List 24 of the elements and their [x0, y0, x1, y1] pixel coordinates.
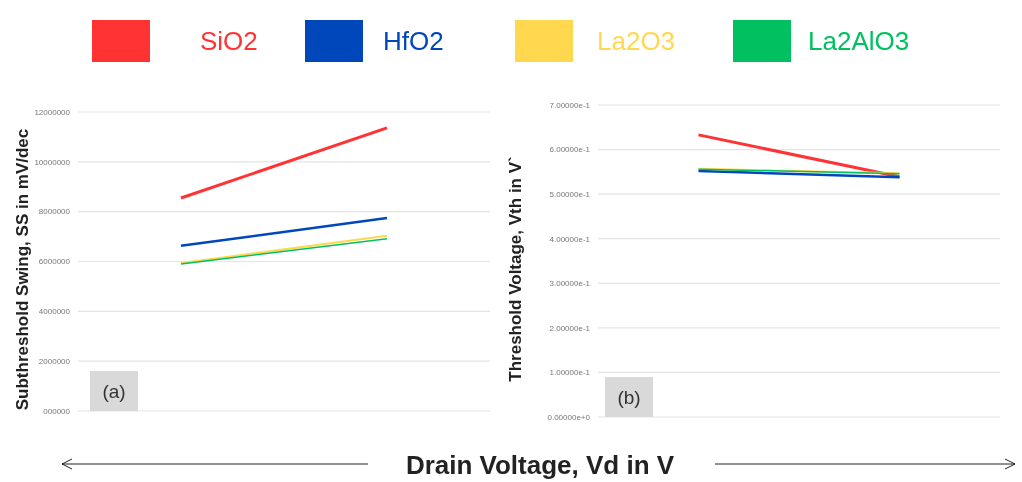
y-tick-label: 4000000 — [38, 307, 71, 317]
y-tick-label: 1.00000e-1 — [549, 368, 591, 378]
y-tick-label: 4.00000e-1 — [549, 234, 591, 244]
y-tick-label: 000000 — [43, 406, 71, 416]
annotation: (b) — [617, 386, 641, 408]
y-tick-label: 6.00000e-1 — [549, 145, 591, 155]
y-tick-label: 6000000 — [38, 257, 71, 267]
y-tick-label: 12000000 — [34, 107, 71, 117]
y-tick-label: 8000000 — [38, 207, 71, 217]
legend-label: SiO2 — [200, 26, 258, 57]
y-axis-title: Threshold Voltage, Vth in V` — [505, 156, 525, 382]
legend-label: La2O3 — [597, 26, 676, 57]
y-axis-title: Subthreshold Swing, SS in mV/dec — [12, 128, 32, 411]
y-tick-label: 3.00000e-1 — [549, 279, 591, 289]
legend-label: La2AlO3 — [808, 26, 910, 57]
y-tick-label: 7.00000e-1 — [549, 100, 591, 110]
y-tick-label: 0.00000e+0 — [547, 412, 591, 422]
x-axis-title: Drain Voltage, Vd in V — [405, 450, 675, 481]
y-tick-label: 2.00000e-1 — [549, 323, 591, 333]
y-tick-label: 10000000 — [34, 157, 71, 167]
y-tick-label: 5.00000e-1 — [549, 189, 591, 199]
y-tick-label: 2000000 — [38, 356, 71, 366]
legend-label: HfO2 — [383, 26, 444, 57]
annotation: (a) — [102, 380, 126, 402]
